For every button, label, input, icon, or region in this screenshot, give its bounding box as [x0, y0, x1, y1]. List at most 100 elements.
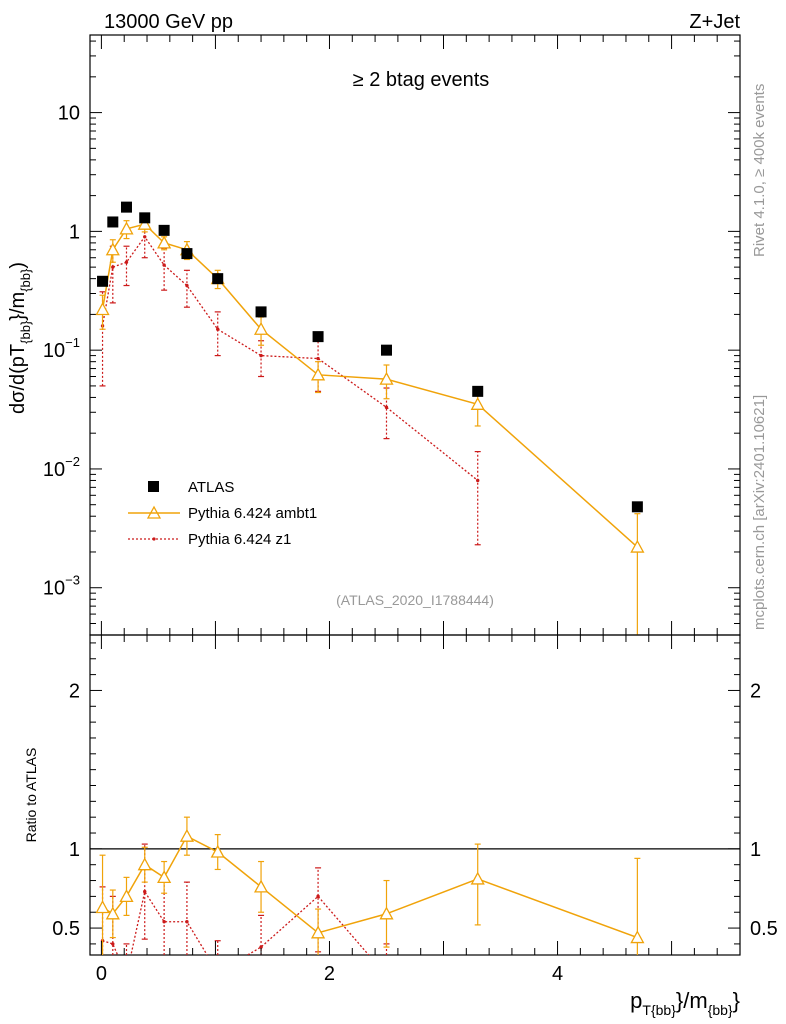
ratio-ambt1-point — [210, 844, 225, 858]
legend-ambt1-marker — [146, 505, 162, 519]
z1-point — [111, 265, 115, 269]
ambt1-point — [310, 367, 326, 381]
energy-label: 13000 GeV pp — [104, 11, 233, 33]
ylabel-pre: dσ/d(pT — [7, 344, 29, 414]
ambt1-point — [379, 371, 394, 385]
ratio-z1-point — [111, 942, 115, 946]
legend-z1-label: Pythia 6.424 z1 — [188, 531, 291, 548]
ambt1-point — [253, 321, 269, 335]
mcplots-label: mcplots.cern.ch [arXiv:2401.10621] — [751, 395, 768, 630]
atlas-point — [107, 216, 119, 228]
atlas-point — [312, 331, 324, 343]
atlas-point — [181, 248, 193, 260]
legend-ambt1-label: Pythia 6.424 ambt1 — [188, 505, 317, 522]
z1-point — [476, 478, 480, 483]
tick-base: 10 — [43, 459, 65, 481]
ambt1-point — [137, 216, 152, 230]
x-tick-label: 2 — [324, 963, 335, 985]
ratio-ambt1-point — [310, 925, 326, 939]
atlas-point — [139, 212, 151, 224]
ratio-z1-point — [259, 945, 263, 949]
ratio-z1-point — [143, 889, 147, 894]
ratio-ambt1-point — [119, 889, 134, 903]
ratio-ambt1-point — [137, 857, 152, 871]
x-tick-label: 4 — [552, 963, 563, 985]
main-y-axis-label: dσ/d(pT{bb}}/m{bb}) — [7, 262, 33, 414]
tick-exponent: −1 — [65, 335, 80, 350]
atlas-point — [255, 306, 267, 318]
ratio-z1-point — [185, 920, 189, 924]
legend: ATLAS Pythia 6.424 ambt1 Pythia 6.424 z1 — [128, 479, 317, 548]
ylabel-post: ) — [7, 262, 29, 269]
ylabel-mid: }/m — [7, 292, 29, 321]
tick-base: 10 — [43, 340, 65, 362]
analysis-id: (ATLAS_2020_I1788444) — [336, 592, 494, 608]
atlas-point — [472, 385, 484, 397]
ratio-ambt1-point — [95, 900, 110, 914]
ratio-ambt1-point — [379, 906, 394, 920]
tick-base: 10 — [43, 578, 65, 600]
atlas-point — [120, 201, 132, 213]
ambt1-line — [101, 223, 638, 548]
ratio-y-tick-label: 2 — [69, 680, 80, 702]
z1-point — [185, 283, 189, 288]
z1-point — [259, 353, 263, 358]
tick-exponent: −3 — [65, 573, 80, 588]
ambt1-point — [105, 242, 120, 256]
y-tick-label: 10−1 — [43, 335, 80, 362]
ambt1-point — [630, 539, 645, 553]
ratio-y-tick-label: 0.5 — [52, 918, 80, 940]
rivet-label: Rivet 4.1.0, ≥ 400k events — [751, 84, 768, 257]
xlabel-mid: }/m — [676, 988, 708, 1013]
ratio-ambt1-point — [105, 906, 120, 920]
legend-atlas-marker — [148, 481, 159, 492]
atlas-point — [631, 501, 643, 513]
ambt1-point — [157, 235, 172, 249]
z1-point — [316, 356, 320, 361]
ambt1-point — [119, 221, 134, 235]
xlabel-post: } — [733, 988, 740, 1013]
z1-line — [101, 235, 479, 481]
xlabel-sub2: {bb} — [708, 1002, 733, 1018]
atlas-point — [97, 275, 109, 287]
ambt1-point — [95, 302, 110, 316]
ratio-ambt1-point — [253, 879, 269, 893]
ratio-y-tick-label-right: 1 — [750, 839, 761, 861]
x-axis-label: pT{bb}}/m{bb}} — [630, 988, 740, 1018]
y-tick-label: 1 — [69, 221, 80, 243]
ratio-y-axis-label: Ratio to ATLAS — [23, 748, 39, 843]
selection-label: ≥ 2 btag events — [353, 69, 490, 91]
ambt1-point — [470, 396, 485, 410]
atlas-point — [212, 273, 224, 285]
y-tick-label: 10−3 — [43, 573, 80, 600]
ylabel-sub2: {bb} — [18, 268, 33, 292]
ratio-plot-data — [95, 816, 645, 955]
ratio-y-axis: 2 2 1 1 0.5 0.5 — [52, 642, 778, 945]
legend-atlas-label: ATLAS — [188, 479, 234, 496]
ratio-y-tick-label-right: 2 — [750, 680, 761, 702]
main-plot-data — [95, 201, 645, 635]
ratio-ambt1-point — [179, 828, 195, 842]
x-axis: 0 2 4 — [96, 35, 718, 985]
y-tick-label: 10−2 — [43, 454, 80, 481]
ratio-z1-point — [316, 894, 320, 899]
z1-point — [384, 405, 389, 410]
z1-point — [124, 260, 129, 264]
ylabel-sub1: {bb} — [18, 320, 33, 344]
ratio-y-tick-label: 1 — [69, 839, 80, 861]
z1-point — [143, 235, 147, 239]
ratio-z1-line — [102, 889, 370, 955]
ratio-ambt1-point — [157, 870, 172, 884]
z1-point — [216, 327, 220, 331]
ratio-ambt1-point — [470, 871, 485, 885]
x-tick-label: 0 — [96, 963, 107, 985]
legend-z1-marker — [152, 537, 156, 541]
ratio-z1-point — [162, 920, 166, 924]
tick-exponent: −2 — [65, 454, 80, 469]
xlabel-sub1: T{bb} — [642, 1002, 676, 1018]
xlabel-pre: p — [630, 988, 642, 1013]
y-tick-label: 10 — [58, 103, 80, 125]
z1-point — [162, 263, 166, 267]
